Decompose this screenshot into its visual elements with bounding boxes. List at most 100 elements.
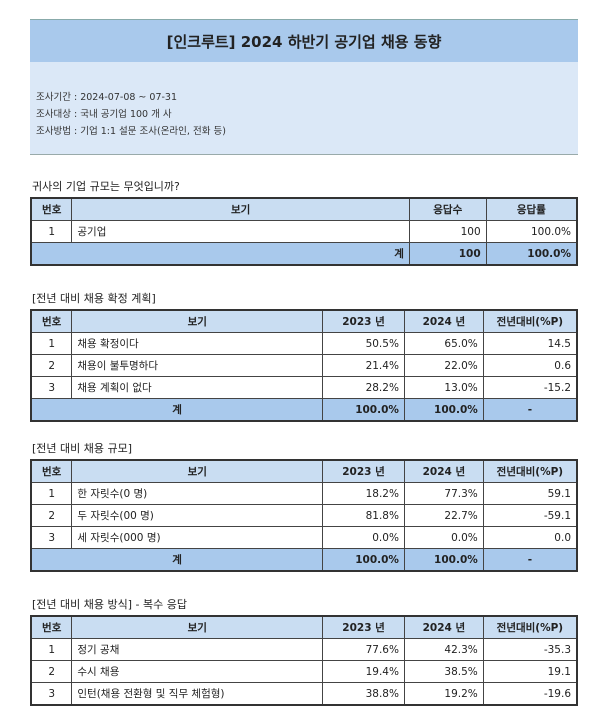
cell: -35.3	[482, 638, 578, 661]
col-yoy: 전년대비(%P)	[482, 309, 578, 333]
table-row: 1 정기 공채 77.6% 42.3% -35.3	[30, 638, 578, 661]
cell: 채용 계획이 없다	[71, 376, 324, 399]
table-header: 번호 보기 응답수 응답률	[30, 197, 578, 221]
col-2023: 2023 년	[322, 459, 405, 483]
table-header: 번호 보기 2023 년 2024 년 전년대비(%P)	[30, 309, 578, 333]
total-label: 계	[30, 242, 410, 266]
cell: 100.0%	[403, 398, 484, 422]
cell: 38.8%	[322, 682, 405, 706]
table-row: 2 수시 채용 19.4% 38.5% 19.1	[30, 660, 578, 683]
table-header: 번호 보기 2023 년 2024 년 전년대비(%P)	[30, 615, 578, 639]
table-row: 2 채용이 불투명하다 21.4% 22.0% 0.6	[30, 354, 578, 377]
cell: 38.5%	[403, 660, 484, 683]
col-option: 보기	[71, 459, 324, 483]
cell: 18.2%	[322, 482, 405, 505]
table-row: 3 채용 계획이 없다 28.2% 13.0% -15.2	[30, 376, 578, 399]
cell: 100	[408, 242, 487, 266]
cell: -	[482, 398, 578, 422]
col-number: 번호	[30, 459, 73, 483]
col-yoy: 전년대비(%P)	[482, 615, 578, 639]
cell: 77.3%	[403, 482, 484, 505]
cell: 19.4%	[322, 660, 405, 683]
cell: 1	[30, 332, 73, 355]
total-label: 계	[30, 398, 324, 422]
col-number: 번호	[30, 197, 73, 221]
cell: 1	[30, 220, 73, 243]
question-company-size: 귀사의 기업 규모는 무엇입니까?	[32, 180, 180, 193]
section-hiring-method: [전년 대비 채용 방식] - 복수 응답	[32, 598, 187, 611]
cell: 13.0%	[403, 376, 484, 399]
cell: 1	[30, 482, 73, 505]
cell: 정기 공채	[71, 638, 324, 661]
cell: 3	[30, 376, 73, 399]
cell: 2	[30, 660, 73, 683]
cell: 두 자릿수(00 명)	[71, 504, 324, 527]
cell: 채용 확정이다	[71, 332, 324, 355]
cell: 100.0%	[322, 398, 405, 422]
cell: 2	[30, 504, 73, 527]
total-row: 계 100 100.0%	[30, 242, 578, 266]
cell: 100.0%	[403, 548, 484, 572]
col-option: 보기	[71, 197, 410, 221]
cell: 3	[30, 526, 73, 549]
cell: 42.3%	[403, 638, 484, 661]
col-yoy: 전년대비(%P)	[482, 459, 578, 483]
cell: 59.1	[482, 482, 578, 505]
total-row: 계 100.0% 100.0% -	[30, 548, 578, 572]
cell: 100.0%	[485, 242, 578, 266]
total-label: 계	[30, 548, 324, 572]
cell: 0.0%	[322, 526, 405, 549]
cell: 14.5	[482, 332, 578, 355]
cell: 2	[30, 354, 73, 377]
section-hiring-plan: [전년 대비 채용 확정 계획]	[32, 292, 156, 305]
col-2023: 2023 년	[322, 309, 405, 333]
cell: -	[482, 548, 578, 572]
cell: 21.4%	[322, 354, 405, 377]
survey-info: 조사기간 : 2024-07-08 ~ 07-31 조사대상 : 국내 공기업 …	[30, 62, 578, 155]
cell: -19.6	[482, 682, 578, 706]
cell: 19.1	[482, 660, 578, 683]
cell: 0.6	[482, 354, 578, 377]
survey-method: 조사방법 : 기업 1:1 설문 조사(온라인, 전화 등)	[36, 126, 226, 137]
cell: 22.0%	[403, 354, 484, 377]
cell: 한 자릿수(0 명)	[71, 482, 324, 505]
col-2024: 2024 년	[403, 309, 484, 333]
cell: 채용이 불투명하다	[71, 354, 324, 377]
hiring-method-table: 번호 보기 2023 년 2024 년 전년대비(%P) 1 정기 공채 77.6%…	[30, 615, 578, 706]
cell: 81.8%	[322, 504, 405, 527]
col-number: 번호	[30, 615, 73, 639]
table-row: 1 공기업 100 100.0%	[30, 220, 578, 243]
cell: 65.0%	[403, 332, 484, 355]
cell: -59.1	[482, 504, 578, 527]
cell: 수시 채용	[71, 660, 324, 683]
col-number: 번호	[30, 309, 73, 333]
cell: 77.6%	[322, 638, 405, 661]
col-2024: 2024 년	[403, 459, 484, 483]
table-header: 번호 보기 2023 년 2024 년 전년대비(%P)	[30, 459, 578, 483]
cell: 0.0%	[403, 526, 484, 549]
cell: -15.2	[482, 376, 578, 399]
survey-period: 조사기간 : 2024-07-08 ~ 07-31	[36, 92, 178, 103]
cell: 22.7%	[403, 504, 484, 527]
table-row: 3 인턴(채용 전환형 및 직무 체험형) 38.8% 19.2% -19.6	[30, 682, 578, 706]
cell: 공기업	[71, 220, 410, 243]
cell: 100.0%	[322, 548, 405, 572]
section-hiring-scale: [전년 대비 채용 규모]	[32, 442, 133, 455]
cell: 인턴(채용 전환형 및 직무 체험형)	[71, 682, 324, 706]
survey-target: 조사대상 : 국내 공기업 100 개 사	[36, 109, 172, 120]
total-row: 계 100.0% 100.0% -	[30, 398, 578, 422]
cell: 28.2%	[322, 376, 405, 399]
hiring-plan-table: 번호 보기 2023 년 2024 년 전년대비(%P) 1 채용 확정이다 50.…	[30, 309, 578, 422]
col-rate: 응답률	[485, 197, 578, 221]
cell: 19.2%	[403, 682, 484, 706]
cell: 1	[30, 638, 73, 661]
col-option: 보기	[71, 309, 324, 333]
table-row: 1 채용 확정이다 50.5% 65.0% 14.5	[30, 332, 578, 355]
col-count: 응답수	[408, 197, 487, 221]
document-title: [인크루트] 2024 하반기 공기업 채용 동향	[30, 19, 578, 63]
cell: 100	[408, 220, 487, 243]
cell: 50.5%	[322, 332, 405, 355]
